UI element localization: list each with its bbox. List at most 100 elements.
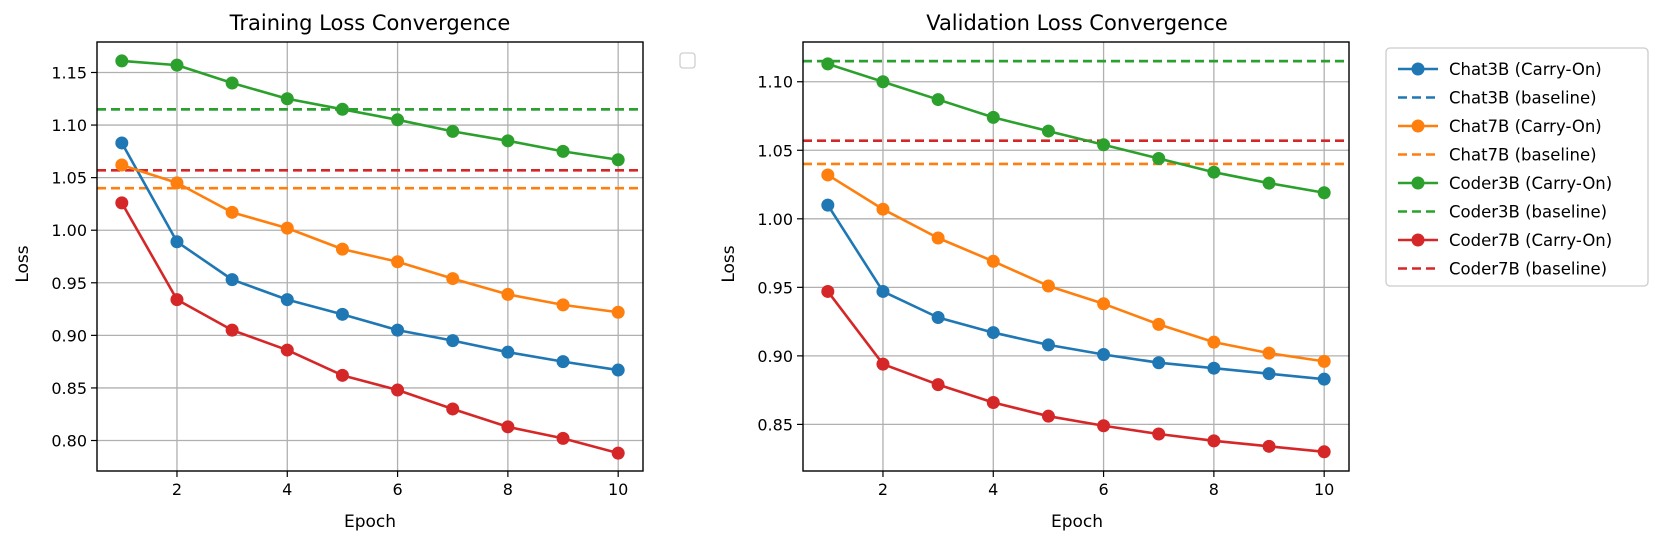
data-point-chat7b [446,272,460,286]
y-tick-label: 1.10 [757,73,793,92]
data-point-coder7b [501,420,515,434]
data-point-coder3b [501,134,515,148]
data-point-chat7b [501,287,515,301]
legend-entry: Coder3B (Carry-On) [1398,174,1612,193]
series-line-chat7b [121,163,619,314]
data-point-coder3b [115,54,129,68]
legend-swatch-marker [1411,233,1425,247]
legend-label: Chat7B (Carry-On) [1449,117,1602,136]
chart-title: Training Loss Convergence [229,11,511,35]
data-point-coder7b [335,368,349,382]
data-point-coder3b [1097,138,1111,152]
data-point-coder7b [1207,434,1221,448]
data-point-chat3b [986,326,1000,340]
series-line-coder7b [120,202,619,455]
legend-label: Coder3B (Carry-On) [1449,174,1612,193]
y-tick-label: 1.05 [757,141,793,160]
data-point-chat7b [1152,317,1166,331]
data-point-chat3b [556,355,570,369]
y-tick-label: 1.00 [757,210,793,229]
y-tick-label: 0.95 [51,274,87,293]
y-tick-label: 0.85 [757,415,793,434]
data-point-coder3b [335,102,349,116]
grid [803,42,1349,471]
data-point-chat7b [1262,346,1276,360]
data-point-chat3b [170,235,184,249]
legend-label: Chat3B (baseline) [1449,89,1597,108]
data-point-coder3b [391,113,405,127]
y-axis-label: Loss [719,245,739,282]
data-point-coder7b [876,357,890,371]
legend-entry: Chat7B (baseline) [1398,146,1597,165]
data-point-coder3b [280,92,294,106]
data-point-coder7b [556,431,570,445]
data-point-coder7b [115,196,129,210]
legend-entry: Chat3B (Carry-On) [1398,60,1602,79]
data-point-coder7b [1097,419,1111,433]
data-point-chat7b [931,231,945,245]
data-point-chat3b [1097,347,1111,361]
legend-label: Chat7B (baseline) [1449,146,1597,165]
x-tick-label: 2 [172,480,182,499]
data-point-coder3b [1152,152,1166,166]
data-point-coder7b [170,293,184,307]
x-tick-label: 4 [988,480,998,499]
x-tick-label: 10 [608,480,628,499]
data-point-coder7b [1262,439,1276,453]
data-point-chat7b [556,298,570,312]
data-point-chat3b [280,293,294,307]
legend-entry: Chat3B (baseline) [1398,89,1597,108]
data-point-chat7b [1041,279,1055,293]
legend-label: Coder7B (Carry-On) [1449,231,1612,250]
x-tick-label: 6 [1098,480,1108,499]
data-point-coder3b [1262,176,1276,190]
data-point-coder3b [931,93,945,107]
data-point-coder3b [1041,124,1055,138]
data-point-chat7b [1207,335,1221,349]
x-tick-label: 8 [503,480,513,499]
data-point-chat7b [225,205,239,219]
data-point-coder7b [1317,445,1331,459]
data-point-coder7b [446,402,460,416]
data-point-chat7b [1317,354,1331,368]
data-point-chat7b [170,176,184,190]
data-point-chat7b [611,305,625,319]
data-point-chat3b [611,363,625,377]
legend-swatch-marker [1411,176,1425,190]
series-line-coder3b [827,62,1325,195]
data-point-coder3b [170,58,184,72]
data-point-coder7b [821,284,835,298]
data-point-coder3b [821,57,835,71]
data-point-coder3b [556,144,570,158]
legend-entry: Coder3B (baseline) [1398,203,1607,222]
data-point-coder3b [1207,165,1221,179]
data-point-chat3b [1317,372,1331,386]
legend: Chat3B (Carry-On) Chat3B (baseline) Chat7B… [1385,47,1649,287]
data-point-chat3b [1152,356,1166,370]
x-axis-label: Epoch [344,512,396,532]
legend-frame [1385,47,1649,287]
y-axis-label: Loss [13,245,33,282]
chart-title: Validation Loss Convergence [926,11,1228,35]
data-point-chat7b [335,242,349,256]
legend-label: Coder7B (baseline) [1449,260,1607,279]
axes-frame [802,41,1350,472]
legend-entry: Coder7B (baseline) [1398,260,1607,279]
data-point-coder7b [1152,427,1166,441]
data-point-chat7b [1097,297,1111,311]
data-point-chat3b [1262,367,1276,381]
data-point-chat3b [391,323,405,337]
data-point-chat7b [821,168,835,182]
data-point-chat3b [1041,338,1055,352]
y-tick-label: 1.15 [51,63,87,82]
data-point-coder3b [876,75,890,89]
data-point-coder7b [931,378,945,392]
y-tick-label: 1.05 [51,169,87,188]
x-tick-label: 8 [1209,480,1219,499]
series-line-chat3b [826,204,1325,381]
x-tick-label: 6 [392,480,402,499]
data-point-chat3b [501,345,515,359]
data-point-chat3b [876,284,890,298]
y-tick-label: 1.10 [51,116,87,135]
